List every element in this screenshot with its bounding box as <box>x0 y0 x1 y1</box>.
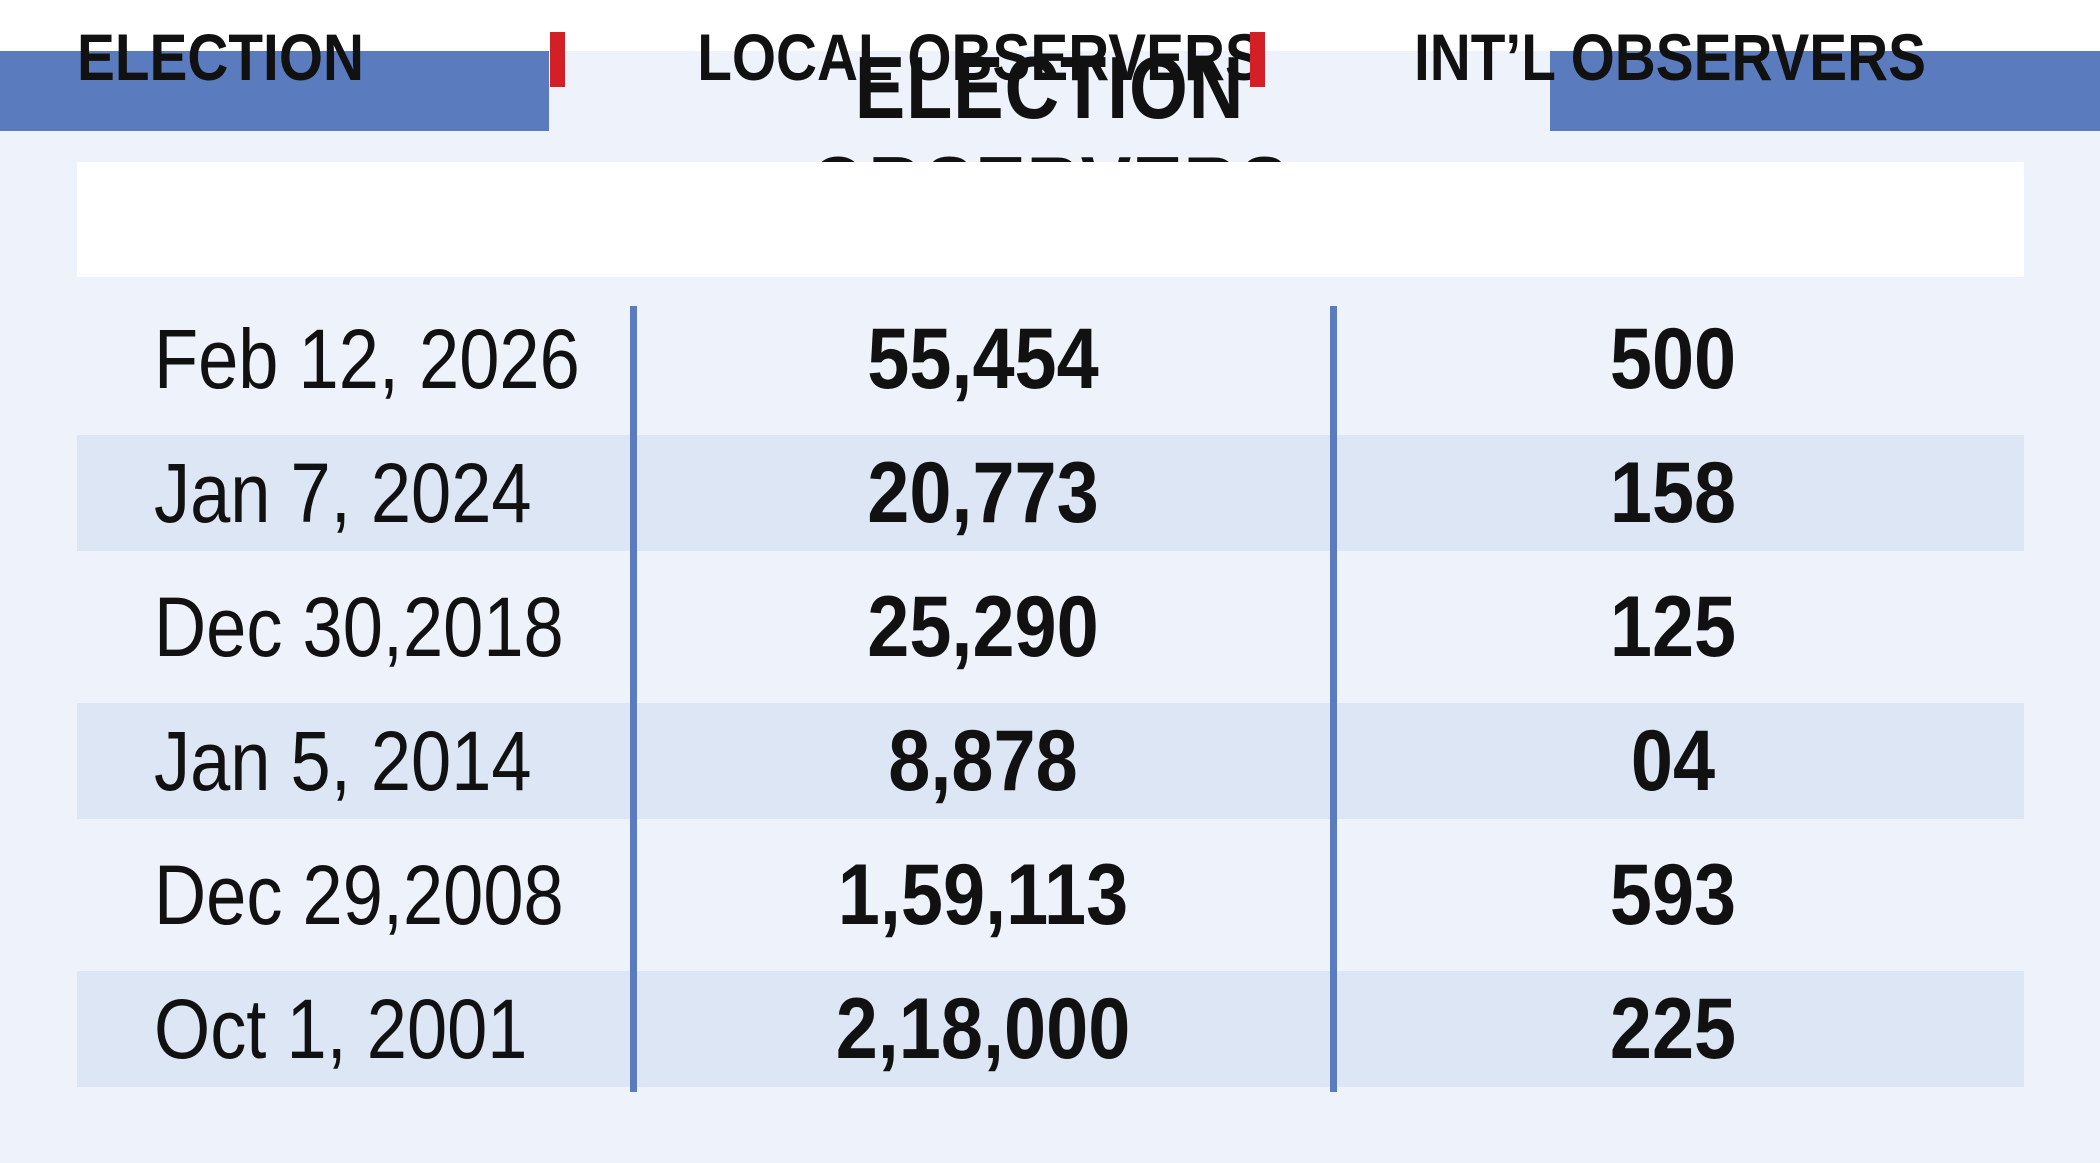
table-row: Dec 29,2008 1,59,113 593 <box>77 837 2024 953</box>
election-date-cell: Oct 1, 2001 <box>154 982 528 1076</box>
table-row: Jan 7, 2024 20,773 158 <box>77 435 2024 551</box>
intl-observers-cell: 125 <box>1609 579 1737 675</box>
election-date-cell: Jan 7, 2024 <box>154 446 532 540</box>
election-date-cell: Jan 5, 2014 <box>154 714 532 808</box>
table-row: Dec 30,2018 25,290 125 <box>77 569 2024 685</box>
local-observers-cell: 8,878 <box>888 713 1078 809</box>
election-date-cell: Feb 12, 2026 <box>154 312 580 406</box>
intl-observers-cell: 593 <box>1609 847 1737 943</box>
table-row: Oct 1, 2001 2,18,000 225 <box>77 971 2024 1087</box>
header-separator-mark <box>550 32 565 87</box>
local-observers-cell: 1,59,113 <box>837 847 1129 943</box>
local-observers-cell: 25,290 <box>867 579 1099 675</box>
column-header-election: ELECTION <box>77 20 364 94</box>
column-divider <box>630 306 637 1092</box>
local-observers-cell: 55,454 <box>867 311 1099 407</box>
column-header-local-observers: LOCAL OBSERVERS <box>697 20 1263 94</box>
local-observers-cell: 20,773 <box>867 445 1099 541</box>
local-observers-cell: 2,18,000 <box>835 981 1131 1077</box>
header-separator-mark <box>1250 32 1265 87</box>
title-bar-right <box>1550 51 2100 131</box>
table-row: Feb 12, 2026 55,454 500 <box>77 301 2024 417</box>
table-row: Jan 5, 2014 8,878 04 <box>77 703 2024 819</box>
election-date-cell: Dec 30,2018 <box>154 580 564 674</box>
column-header-intl-observers: INT’L OBSERVERS <box>1413 20 1926 94</box>
election-date-cell: Dec 29,2008 <box>154 848 564 942</box>
title-bar-left <box>0 51 549 131</box>
table-header-row <box>77 162 2024 277</box>
intl-observers-cell: 04 <box>1630 713 1716 809</box>
column-divider <box>1330 306 1337 1092</box>
intl-observers-cell: 225 <box>1609 981 1737 1077</box>
intl-observers-cell: 158 <box>1609 445 1737 541</box>
top-white-strip <box>0 0 2100 51</box>
intl-observers-cell: 500 <box>1609 311 1737 407</box>
